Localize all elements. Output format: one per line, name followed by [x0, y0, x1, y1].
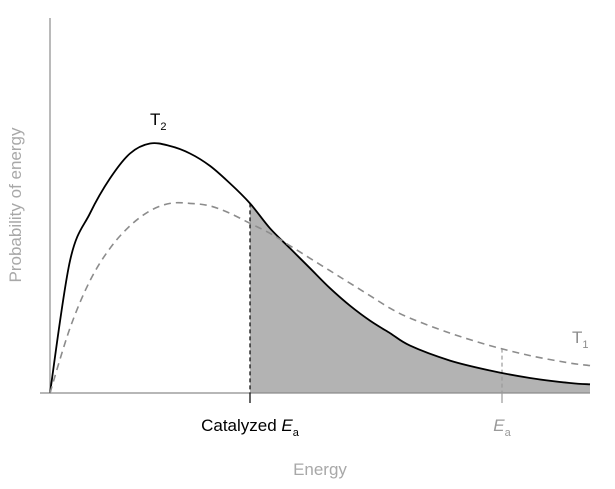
- marker-label-1: Ea: [493, 416, 511, 439]
- series-line-T2: [49, 142, 591, 394]
- series-label-T1: T1: [572, 328, 589, 351]
- y-axis-label: Probability of energy: [6, 127, 25, 282]
- marker-label-0: Catalyzed Ea: [201, 416, 300, 439]
- series-line-T1: [49, 201, 591, 394]
- series-label-T2: T2: [150, 110, 167, 133]
- shaded-area-above-catalyzed-ea: [250, 203, 590, 393]
- x-axis-label: Energy: [293, 460, 347, 479]
